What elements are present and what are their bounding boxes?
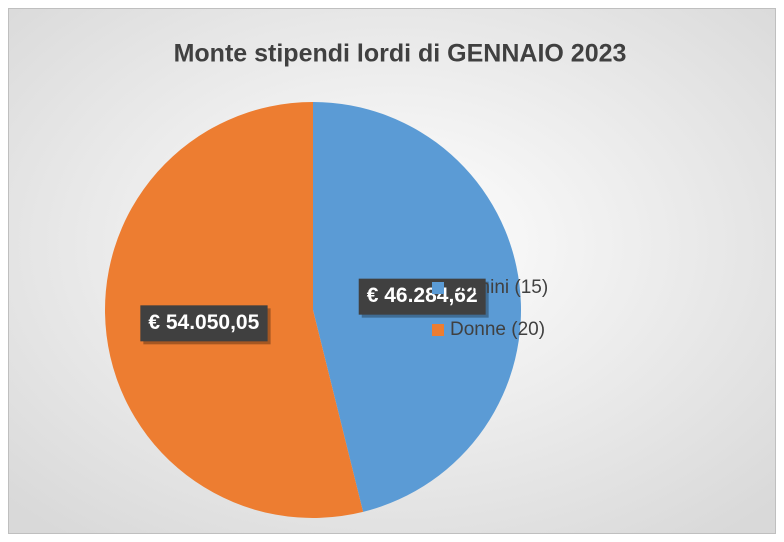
- data-label-box: [358, 278, 486, 315]
- data-label: € 46.284,62: [358, 278, 489, 318]
- chart-title: Monte stipendi lordi di GENNAIO 2023: [174, 40, 627, 68]
- data-label: € 54.050,05: [140, 305, 271, 345]
- data-label-text: € 54.050,05: [148, 311, 259, 334]
- data-label-text: € 46.284,62: [367, 284, 478, 307]
- legend-label: Donne (20): [450, 319, 545, 340]
- legend-swatch: [432, 324, 444, 336]
- data-label-box: [140, 305, 268, 342]
- legend-label: Uomini (15): [450, 277, 548, 298]
- legend-swatch: [432, 282, 444, 294]
